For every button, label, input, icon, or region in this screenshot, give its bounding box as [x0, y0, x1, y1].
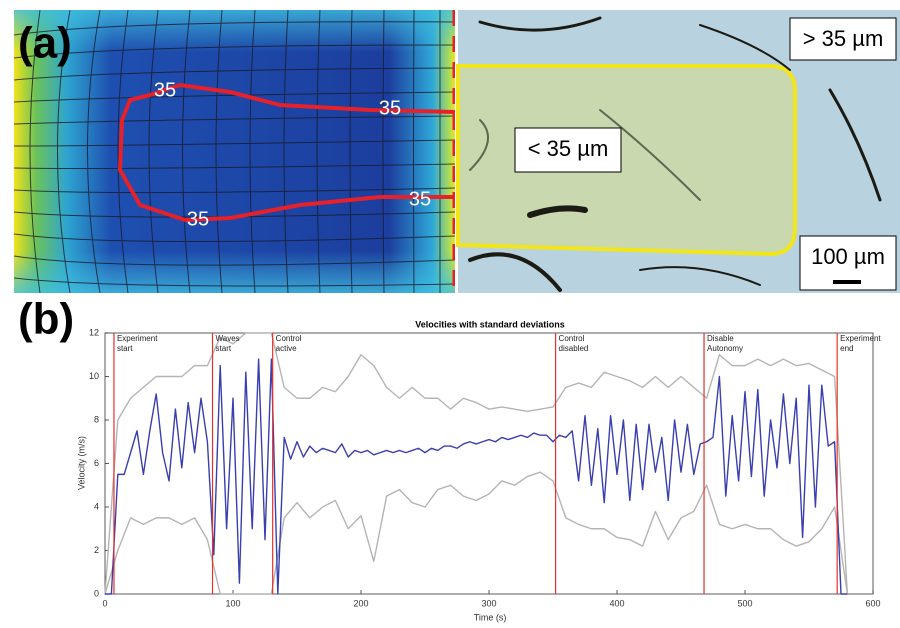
- event-label: Waves: [216, 334, 240, 343]
- event-label: Control: [276, 334, 302, 343]
- region-label: > 35 µm: [803, 26, 884, 51]
- x-tick-label: 600: [865, 598, 880, 608]
- contour-label: 35: [187, 208, 209, 230]
- y-tick-label: 0: [94, 588, 99, 598]
- event-label: start: [216, 344, 232, 353]
- y-tick-label: 6: [94, 458, 99, 468]
- event-label: disabled: [559, 344, 589, 353]
- y-tick-label: 12: [89, 327, 99, 337]
- x-tick-label: 0: [102, 598, 107, 608]
- simulation-image: [14, 10, 455, 293]
- panel-label: (b): [18, 295, 74, 344]
- y-tick-label: 10: [89, 371, 99, 381]
- x-tick-label: 500: [737, 598, 752, 608]
- contour-label: 35: [409, 188, 431, 210]
- event-label: end: [840, 344, 853, 353]
- event-label: active: [276, 344, 297, 353]
- contour-label: 35: [154, 79, 176, 101]
- event-label: Disable: [707, 334, 734, 343]
- contour-label: 35: [379, 97, 401, 119]
- event-label: start: [117, 344, 133, 353]
- series-line: [105, 358, 848, 595]
- micrograph-image: [456, 10, 900, 293]
- y-tick-label: 8: [94, 414, 99, 424]
- event-label: Autonomy: [707, 344, 743, 353]
- y-tick-label: 2: [94, 545, 99, 555]
- y-tick-label: 4: [94, 501, 99, 511]
- scale-bar-label: 100 µm: [811, 244, 885, 269]
- x-tick-label: 200: [353, 598, 368, 608]
- panel-label: (a): [18, 19, 72, 68]
- x-axis-label: Time (s): [474, 612, 507, 622]
- series-line: [104, 332, 849, 595]
- x-tick-label: 100: [225, 598, 240, 608]
- event-label: Control: [559, 334, 585, 343]
- y-axis-label: Velocity (m/s): [76, 436, 86, 490]
- series-line: [104, 471, 849, 595]
- region-label: < 35 µm: [528, 136, 609, 161]
- x-tick-label: 300: [481, 598, 496, 608]
- event-label: Experiment: [840, 334, 881, 343]
- event-label: Experiment: [117, 334, 158, 343]
- chart-title: Velocities with standard deviations: [415, 319, 565, 329]
- x-tick-label: 400: [609, 598, 624, 608]
